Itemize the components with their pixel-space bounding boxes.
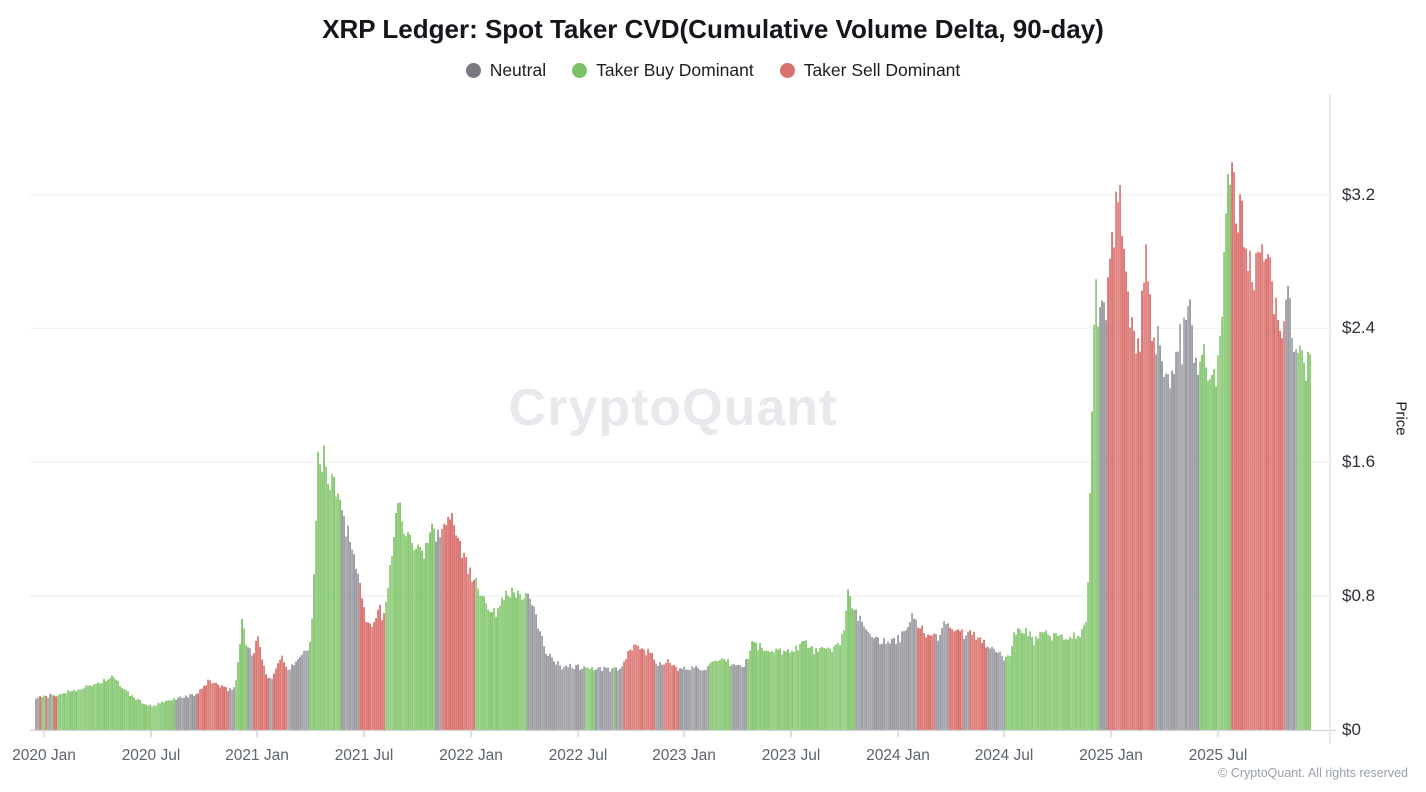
legend-item-taker-buy-dominant[interactable]: Taker Buy Dominant xyxy=(572,60,754,81)
x-tick-label: 2023 Jan xyxy=(652,747,716,764)
legend-item-neutral[interactable]: Neutral xyxy=(465,60,547,81)
x-tick-label: 2022 Jul xyxy=(548,747,608,764)
legend-item-taker-sell-dominant[interactable]: Taker Sell Dominant xyxy=(779,60,961,81)
x-tick-label: 2022 Jan xyxy=(439,747,503,764)
x-tick-label: 2021 Jan xyxy=(225,747,289,764)
legend-dot-icon xyxy=(465,63,481,78)
y-tick-label: $1.6 xyxy=(1342,452,1376,472)
x-tick-label: 2021 Jul xyxy=(334,747,394,764)
x-tick-label: 2020 Jan xyxy=(12,747,76,764)
y-tick-label: $3.2 xyxy=(1342,184,1376,204)
x-tick-label: 2024 Jul xyxy=(974,747,1034,764)
y-tick-label: $0.8 xyxy=(1342,586,1376,606)
legend-dot-icon xyxy=(572,63,588,78)
legend-dot-icon xyxy=(779,63,795,78)
x-tick-label: 2025 Jan xyxy=(1079,747,1143,764)
chart-legend: Neutral Taker Buy Dominant Taker Sell Domi… xyxy=(0,60,1426,81)
legend-label: Taker Sell Dominant xyxy=(803,60,961,80)
x-tick-label: 2023 Jul xyxy=(761,747,821,764)
legend-label: Neutral xyxy=(489,60,547,80)
x-tick-label: 2020 Jul xyxy=(121,747,181,764)
legend-label: Taker Buy Dominant xyxy=(596,60,754,80)
cryptoquant-watermark: CryptoQuant xyxy=(508,379,838,437)
chart-title: XRP Ledger: Spot Taker CVD(Cumulative Vo… xyxy=(322,14,1104,44)
x-tick-label: 2024 Jan xyxy=(866,747,930,764)
x-tick-label: 2025 Jul xyxy=(1188,747,1248,764)
copyright-text: © CryptoQuant. All rights reserved xyxy=(1218,766,1408,780)
y-tick-label: $0 xyxy=(1342,720,1361,739)
y-axis-title: Price xyxy=(1392,401,1410,436)
y-tick-label: $2.4 xyxy=(1342,318,1376,338)
